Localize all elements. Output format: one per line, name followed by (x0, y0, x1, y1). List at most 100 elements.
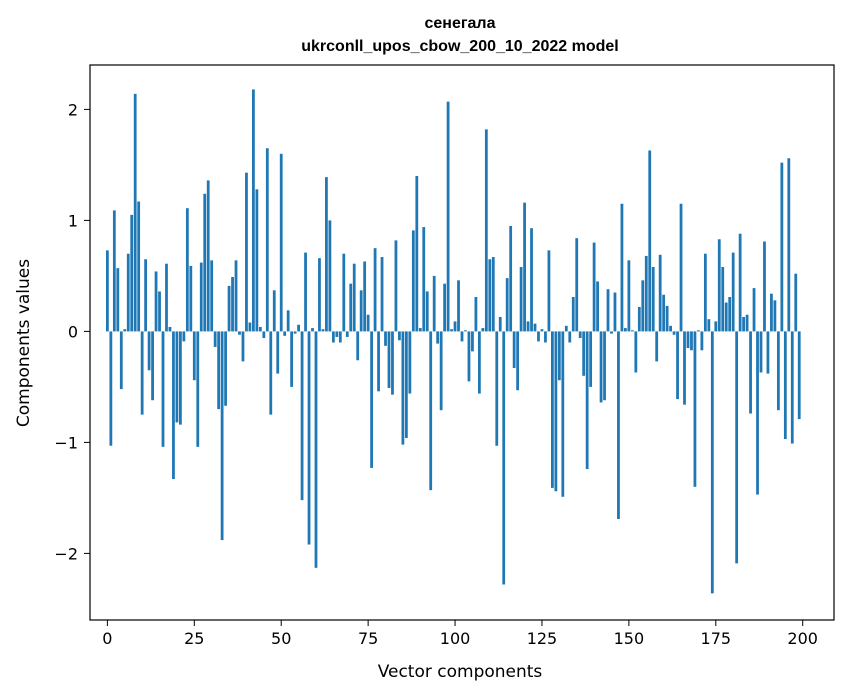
bar-24 (189, 265, 193, 332)
bar-193 (776, 331, 780, 411)
bar-171 (700, 331, 704, 351)
bar-6 (126, 253, 130, 332)
plot-frame (89, 64, 835, 621)
bar-128 (551, 331, 554, 488)
bar-114 (502, 331, 506, 585)
bar-26 (196, 331, 200, 447)
bar-182 (738, 233, 742, 332)
bar-23 (185, 208, 189, 332)
bar-70 (349, 283, 353, 332)
bar-102 (460, 331, 464, 342)
bar-43 (255, 189, 259, 332)
bar-69 (345, 331, 349, 337)
bar-51 (283, 331, 287, 336)
bar-61 (318, 258, 321, 332)
bar-58 (307, 331, 311, 545)
bar-72 (356, 331, 360, 361)
bar-149 (624, 328, 627, 332)
bar-93 (429, 331, 433, 491)
bar-62 (321, 329, 325, 332)
bar-136 (578, 331, 582, 339)
y-tick-label: 2 (68, 100, 78, 119)
bar-13 (151, 331, 154, 401)
bar-152 (634, 331, 638, 373)
bar-85 (401, 331, 405, 445)
bar-173 (707, 319, 711, 332)
bar-32 (217, 331, 221, 410)
bar-176 (717, 239, 721, 332)
bar-121 (526, 321, 530, 332)
bar-55 (297, 324, 300, 332)
bar-109 (484, 129, 488, 332)
bar-184 (745, 314, 749, 332)
bar-64 (328, 220, 332, 332)
bar-155 (644, 255, 648, 332)
bar-31 (213, 331, 217, 347)
bar-132 (564, 325, 568, 332)
bar-11 (144, 259, 148, 332)
bar-143 (603, 331, 606, 401)
bar-172 (703, 253, 707, 332)
bar-9 (137, 201, 141, 332)
bar-75 (366, 314, 370, 332)
bar-0 (105, 250, 109, 332)
bar-105 (471, 331, 474, 352)
bar-27 (199, 262, 203, 332)
bar-25 (192, 331, 196, 381)
y-axis-label: Components values (14, 259, 34, 427)
bar-199 (797, 331, 801, 420)
bar-126 (544, 331, 547, 343)
bar-65 (331, 331, 335, 343)
bar-95 (436, 331, 440, 344)
bar-147 (617, 331, 620, 519)
bar-15 (158, 291, 161, 332)
bar-101 (457, 280, 460, 332)
bar-56 (300, 331, 304, 501)
bar-196 (787, 158, 791, 332)
bar-108 (481, 328, 485, 332)
bar-197 (790, 331, 794, 444)
bar-47 (269, 331, 273, 415)
bar-77 (373, 248, 377, 332)
bar-179 (728, 296, 732, 332)
bar-40 (245, 172, 248, 332)
x-tick-label: 125 (527, 629, 558, 648)
bar-84 (398, 331, 401, 341)
bar-67 (338, 331, 342, 343)
bar-186 (752, 288, 756, 332)
x-tick-label: 200 (787, 629, 818, 648)
bar-44 (258, 326, 262, 332)
bar-17 (165, 263, 168, 332)
bar-194 (780, 162, 784, 332)
bar-120 (523, 202, 526, 332)
y-tick-label: 0 (68, 322, 78, 341)
bar-37 (234, 260, 238, 332)
bar-140 (592, 242, 596, 332)
bar-41 (248, 322, 252, 332)
bar-38 (238, 331, 241, 335)
bar-163 (672, 331, 676, 335)
bar-145 (610, 331, 613, 334)
x-tick-label: 50 (271, 629, 291, 648)
y-tick-label: 1 (68, 211, 78, 230)
bar-139 (589, 331, 593, 387)
bar-167 (686, 331, 690, 349)
bar-188 (759, 331, 763, 373)
bar-1 (109, 331, 113, 446)
bar-150 (627, 260, 631, 332)
y-axis-ticks: −2 −1 0 1 2 (54, 100, 90, 563)
x-tick-label: 175 (701, 629, 732, 648)
bar-63 (325, 177, 328, 332)
bar-48 (272, 290, 276, 332)
bar-53 (290, 331, 294, 387)
bar-198 (794, 273, 798, 332)
bar-119 (519, 267, 523, 332)
bar-117 (512, 331, 516, 369)
bar-78 (377, 331, 380, 392)
bar-192 (773, 300, 777, 332)
x-tick-label: 75 (358, 629, 378, 648)
x-axis-ticks: 0 25 50 75 100 125 150 175 200 (102, 620, 818, 648)
bar-79 (380, 257, 384, 332)
bar-59 (311, 328, 314, 332)
